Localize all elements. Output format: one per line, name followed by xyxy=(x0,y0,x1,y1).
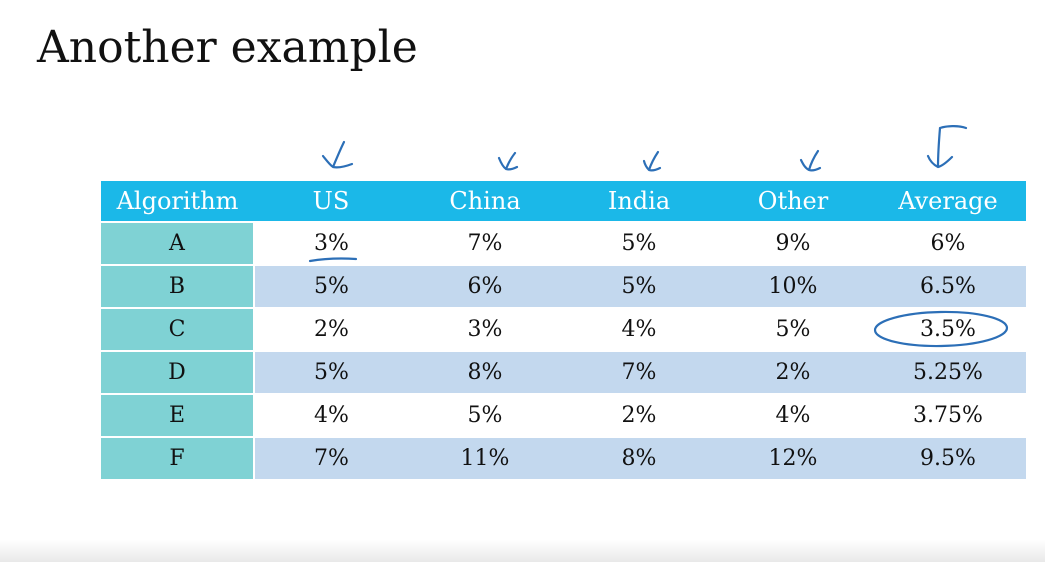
india-cell: 4% xyxy=(562,307,716,351)
average-cell: 3.75% xyxy=(870,393,1026,437)
average-cell: 3.5% xyxy=(870,307,1026,351)
india-cell: 8% xyxy=(562,436,716,479)
check-mark-india xyxy=(642,150,662,172)
us-cell: 2% xyxy=(254,307,408,351)
india-cell: 5% xyxy=(562,221,716,265)
table-row: A 3% 7% 5% 9% 6% xyxy=(101,221,1026,265)
algorithm-cell: C xyxy=(101,307,255,351)
results-table: Algorithm US China India Other Average A… xyxy=(101,181,1026,479)
india-cell: 2% xyxy=(562,393,716,437)
other-cell: 2% xyxy=(716,350,870,394)
india-cell: 5% xyxy=(562,264,716,308)
algorithm-cell: B xyxy=(101,264,255,308)
header-china: China xyxy=(408,181,562,222)
us-cell: 5% xyxy=(254,350,408,394)
table-row: F 7% 11% 8% 12% 9.5% xyxy=(101,436,1026,479)
other-cell: 4% xyxy=(716,393,870,437)
india-cell: 7% xyxy=(562,350,716,394)
table-row: E 4% 5% 2% 4% 3.75% xyxy=(101,393,1026,437)
algorithm-cell: A xyxy=(101,221,255,265)
us-cell: 7% xyxy=(254,436,408,479)
table-row: B 5% 6% 5% 10% 6.5% xyxy=(101,264,1026,308)
algorithm-cell: D xyxy=(101,350,255,394)
average-cell: 6.5% xyxy=(870,264,1026,308)
us-cell: 3% xyxy=(254,221,408,265)
header-algorithm: Algorithm xyxy=(101,181,254,222)
other-cell: 5% xyxy=(716,307,870,351)
slide-title: Another example xyxy=(37,22,418,73)
hook-mark-average xyxy=(926,125,968,169)
algorithm-cell: F xyxy=(101,436,255,479)
bottom-shade xyxy=(0,540,1045,562)
header-average: Average xyxy=(870,181,1026,222)
other-cell: 9% xyxy=(716,221,870,265)
china-cell: 11% xyxy=(408,436,562,479)
table-row: C 2% 3% 4% 5% 3.5% xyxy=(101,307,1026,351)
check-mark-other xyxy=(799,149,822,172)
other-cell: 12% xyxy=(716,436,870,479)
average-cell: 6% xyxy=(870,221,1026,265)
header-us: US xyxy=(254,181,408,222)
us-cell: 4% xyxy=(254,393,408,437)
average-cell: 9.5% xyxy=(870,436,1026,479)
table-header-row: Algorithm US China India Other Average xyxy=(101,181,1026,222)
china-cell: 7% xyxy=(408,221,562,265)
header-india: India xyxy=(562,181,716,222)
algorithm-cell: E xyxy=(101,393,255,437)
average-cell: 5.25% xyxy=(870,350,1026,394)
china-cell: 3% xyxy=(408,307,562,351)
header-other: Other xyxy=(716,181,870,222)
us-cell: 5% xyxy=(254,264,408,308)
check-mark-china xyxy=(497,151,519,171)
china-cell: 8% xyxy=(408,350,562,394)
check-mark-us xyxy=(321,140,354,169)
other-cell: 10% xyxy=(716,264,870,308)
table-row: D 5% 8% 7% 2% 5.25% xyxy=(101,350,1026,394)
china-cell: 6% xyxy=(408,264,562,308)
china-cell: 5% xyxy=(408,393,562,437)
